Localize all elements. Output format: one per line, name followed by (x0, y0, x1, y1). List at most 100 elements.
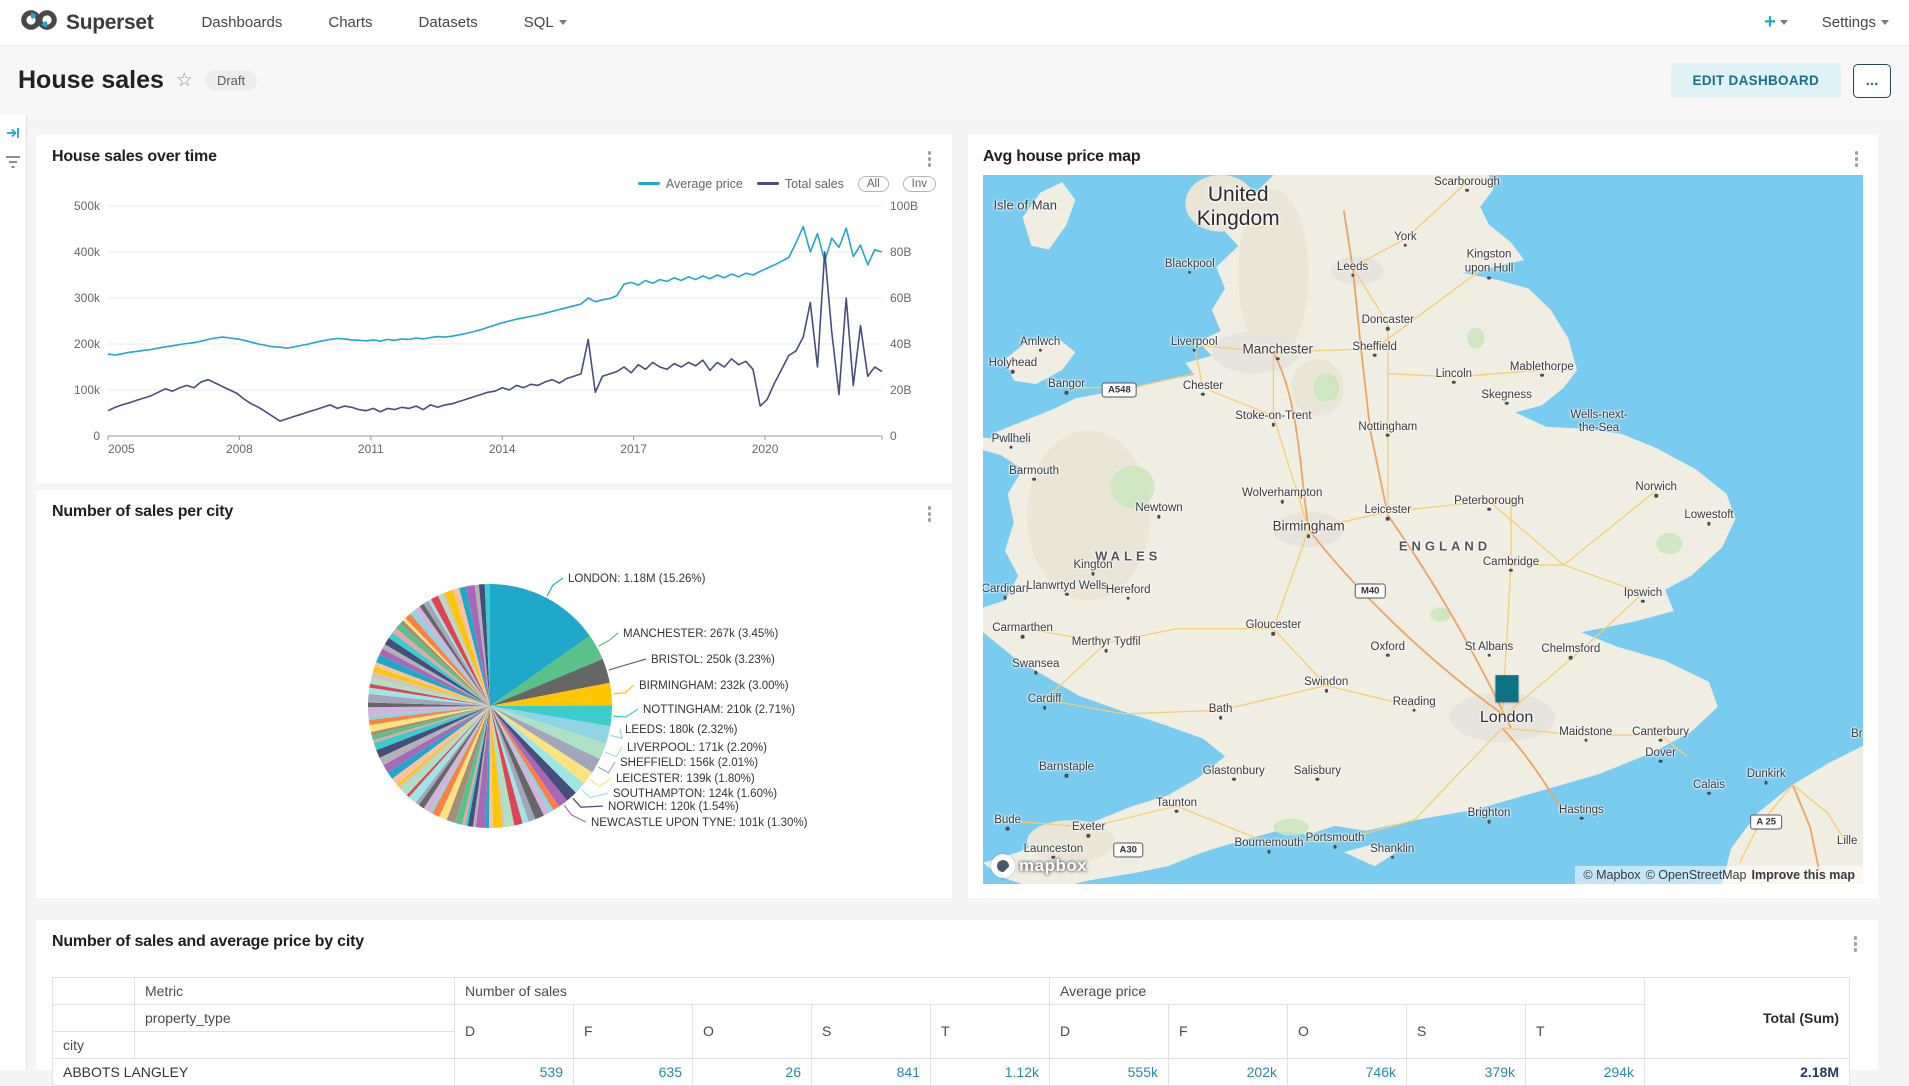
pie-slice-other[interactable] (400, 619, 490, 706)
pie-slice-other[interactable] (464, 705, 490, 826)
pie-slice-sheffield[interactable] (490, 705, 600, 773)
pie-slice-other[interactable] (429, 705, 490, 813)
pie-slice-other[interactable] (490, 705, 515, 827)
pie-slice-other[interactable] (368, 705, 490, 725)
pie-slice-other[interactable] (406, 705, 490, 797)
filter-funnel-icon[interactable] (5, 155, 21, 169)
favorite-star-icon[interactable]: ☆ (175, 70, 193, 91)
pie-slice-other[interactable] (410, 609, 490, 706)
pie-chart-canvas[interactable]: LONDON: 1.18M (15.26%) MANCHESTER: 267k (… (52, 525, 936, 887)
pie-slice-nottingham[interactable] (490, 705, 613, 726)
chart-kebab-menu-icon[interactable] (1850, 148, 1864, 170)
pie-slice-birmingham[interactable] (490, 682, 612, 706)
chart-kebab-menu-icon[interactable] (1849, 933, 1863, 955)
pie-slice-other[interactable] (490, 705, 554, 813)
pie-slice-other[interactable] (452, 587, 490, 706)
london-price-marker[interactable] (1495, 674, 1519, 702)
nav-item-datasets[interactable]: Datasets (419, 14, 478, 31)
pie-slice-other[interactable] (462, 705, 490, 825)
pie-slice-other[interactable] (371, 671, 490, 706)
pie-slice-other[interactable] (490, 705, 544, 819)
pie-slice-other[interactable] (428, 598, 490, 706)
pie-slice-other[interactable] (430, 595, 490, 706)
pie-slice-other[interactable] (396, 705, 490, 787)
pie-slice-other[interactable] (415, 705, 490, 805)
pie-slice-other[interactable] (395, 622, 490, 706)
legend-all-button[interactable]: All (857, 175, 889, 192)
nav-item-sql[interactable]: SQL (524, 14, 567, 31)
pie-slice-other[interactable] (372, 705, 490, 743)
pie-slice-other[interactable] (387, 705, 490, 779)
pie-slice-other[interactable] (405, 613, 490, 706)
pie-slice-other[interactable] (418, 705, 490, 808)
pie-slice-other[interactable] (379, 648, 490, 706)
pie-slice-other[interactable] (490, 705, 560, 810)
pie-slice-other[interactable] (382, 643, 490, 706)
pie-slice-liverpool[interactable] (490, 705, 607, 759)
mapbox-logo[interactable]: mapbox (991, 854, 1087, 878)
pie-slice-london[interactable] (490, 583, 590, 706)
pie-slice-other[interactable] (373, 705, 490, 750)
pie-slice-southampton[interactable] (490, 705, 585, 793)
pie-slice-other[interactable] (400, 705, 490, 795)
pie-slice-manchester[interactable] (490, 635, 603, 706)
pie-slice-other[interactable] (437, 593, 490, 706)
pie-slice-other[interactable] (379, 705, 490, 765)
pie-slice-other[interactable] (484, 583, 490, 706)
pie-slice-other[interactable] (392, 705, 490, 785)
pie-slice-leicester[interactable] (490, 705, 593, 784)
chart-kebab-menu-icon[interactable] (923, 148, 937, 170)
expand-filters-icon[interactable] (5, 125, 21, 141)
pie-slice-other[interactable] (474, 584, 490, 706)
pie-slice-other[interactable] (368, 693, 490, 706)
pie-slice-other[interactable] (490, 705, 503, 828)
pie-slice-other[interactable] (408, 705, 490, 803)
pie-slice-other[interactable] (441, 592, 490, 706)
dashboard-more-button[interactable]: ... (1853, 63, 1891, 98)
pie-slice-other[interactable] (455, 705, 490, 825)
pie-slice-other[interactable] (374, 661, 490, 706)
osm-attribution-link[interactable]: © OpenStreetMap (1645, 868, 1747, 882)
pie-slice-other[interactable] (490, 705, 529, 824)
new-item-button[interactable]: + (1764, 11, 1788, 34)
pie-slice-other[interactable] (368, 705, 490, 715)
pie-slice-other[interactable] (444, 589, 490, 706)
legend-item[interactable]: Average price (637, 177, 743, 191)
pie-slice-other[interactable] (472, 705, 490, 827)
pie-slice-other[interactable] (403, 617, 490, 706)
legend-inv-button[interactable]: Inv (902, 175, 936, 192)
mapbox-attribution-link[interactable]: © Mapbox (1583, 868, 1641, 882)
pie-slice-leeds[interactable] (490, 705, 611, 743)
pie-slice-other[interactable] (368, 687, 490, 706)
pie-slice-other[interactable] (370, 677, 490, 706)
settings-menu[interactable]: Settings (1822, 14, 1889, 31)
pie-slice-other[interactable] (370, 705, 490, 736)
pie-slice-other[interactable] (384, 637, 490, 706)
pie-slice-other[interactable] (398, 705, 490, 789)
pie-slice-other[interactable] (465, 584, 490, 706)
pie-slice-other[interactable] (419, 603, 490, 706)
pie-slice-other[interactable] (368, 705, 490, 720)
pie-slice-other[interactable] (459, 585, 490, 706)
pie-slice-other[interactable] (432, 705, 490, 817)
nav-item-charts[interactable]: Charts (328, 14, 372, 31)
nav-item-dashboards[interactable]: Dashboards (201, 14, 282, 31)
pie-slice-other[interactable] (372, 666, 490, 706)
pie-slice-norwich[interactable] (490, 705, 576, 801)
pie-slice-other[interactable] (423, 705, 490, 812)
pie-slice-other[interactable] (369, 705, 491, 732)
pie-slice-other[interactable] (467, 705, 490, 827)
pie-slice-other[interactable] (490, 705, 536, 822)
pie-slice-other[interactable] (383, 705, 490, 772)
pie-slice-other[interactable] (485, 705, 490, 828)
pie-slice-other[interactable] (490, 705, 550, 815)
pie-slice-other[interactable] (478, 583, 490, 706)
pie-slice-other[interactable] (368, 702, 490, 707)
pie-slice-other[interactable] (446, 705, 490, 823)
chart-kebab-menu-icon[interactable] (923, 503, 937, 525)
pie-slice-other[interactable] (371, 705, 490, 740)
pie-slice-other[interactable] (423, 600, 490, 706)
pie-slice-bristol[interactable] (490, 658, 610, 706)
edit-dashboard-button[interactable]: EDIT DASHBOARD (1670, 63, 1841, 98)
pie-slice-other[interactable] (376, 654, 490, 706)
